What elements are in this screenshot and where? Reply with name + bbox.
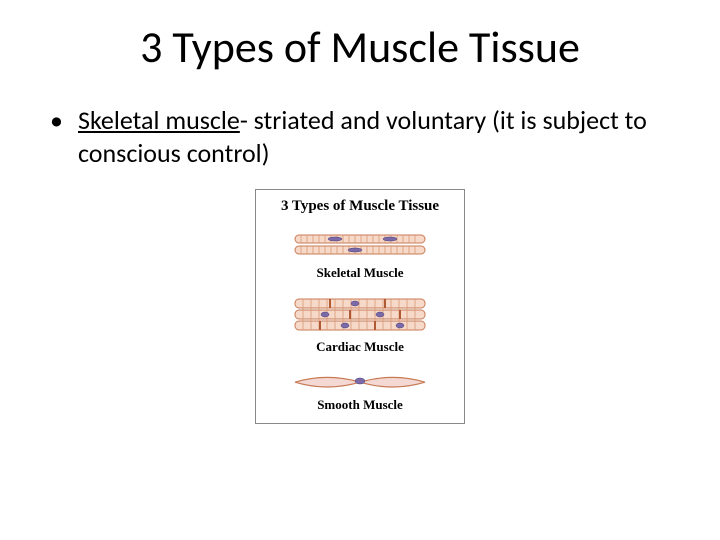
bullet-dot: • [50,104,78,169]
bullet-area: • Skeletal muscle- striated and voluntar… [0,74,720,169]
smooth-label: Smooth Muscle [262,397,458,413]
bullet-term: Skeletal muscle [78,104,240,136]
bullet-text: Skeletal muscle- striated and voluntary … [78,104,670,169]
skeletal-label: Skeletal Muscle [262,265,458,281]
skeletal-muscle-icon [275,229,445,261]
cardiac-muscle-icon [275,295,445,335]
figure-wrap: 3 Types of Muscle Tissue [0,189,720,424]
slide: 3 Types of Muscle Tissue • Skeletal musc… [0,0,720,540]
slide-title: 3 Types of Muscle Tissue [0,0,720,74]
smooth-muscle-icon [275,369,445,393]
bullet-item: • Skeletal muscle- striated and voluntar… [50,104,670,169]
figure-title: 3 Types of Muscle Tissue [262,198,458,215]
muscle-tissue-figure: 3 Types of Muscle Tissue [255,189,465,424]
cardiac-label: Cardiac Muscle [262,339,458,355]
